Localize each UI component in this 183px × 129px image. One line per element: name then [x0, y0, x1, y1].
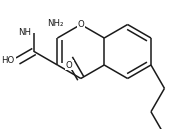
Text: NH₂: NH₂: [47, 19, 64, 28]
Text: O: O: [77, 20, 84, 29]
Text: O: O: [66, 61, 73, 70]
Text: NH: NH: [18, 28, 31, 37]
Text: HO: HO: [1, 57, 15, 65]
